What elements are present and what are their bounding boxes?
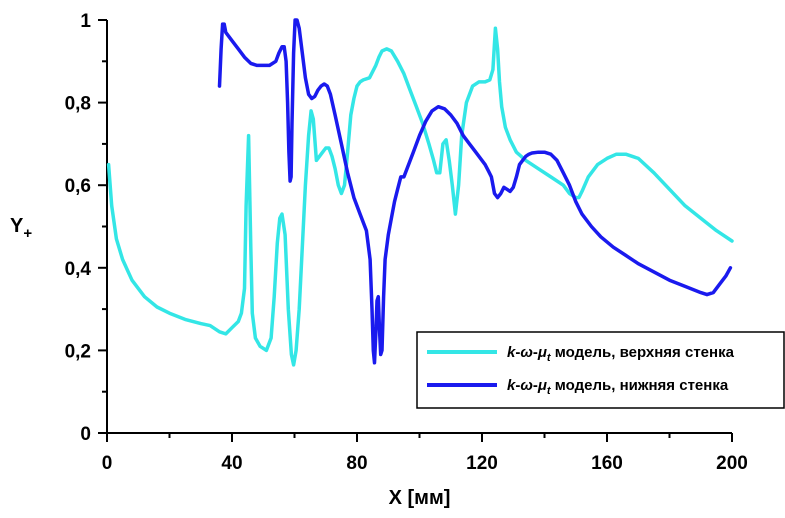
y-tick-label: 0 [80,424,91,445]
legend-dash: - [533,344,538,361]
legend-suffix: модель, верхняя стенка [551,344,735,361]
x-tick-label: 40 [221,453,242,474]
x-axis-title: X [мм] [389,487,451,509]
x-tick-label: 200 [716,453,748,474]
legend-dash: - [533,377,538,394]
x-tick-label: 120 [466,453,498,474]
legend-omega: ω [520,377,533,394]
y-axis-title: Y+ [10,215,32,242]
y-tick-label: 0,4 [65,259,92,280]
y-tick-label: 1 [80,11,91,32]
y-tick-label: 0,8 [65,94,91,115]
legend-label-1: k-ω-μt модель, верхняя стенка [507,344,735,364]
legend-box [416,331,785,409]
legend-t: t [547,385,552,397]
x-tick-label: 80 [346,453,367,474]
x-tick-label: 160 [591,453,623,474]
legend-k: k [507,344,516,361]
legend-dash: - [515,344,520,361]
y-axis-title-subscript: + [23,225,32,242]
legend-dash: - [515,377,520,394]
legend-t: t [547,352,552,364]
series-line-2 [217,18,733,365]
y-tick-label: 0,6 [65,176,91,197]
legend-suffix: модель, нижняя стенка [551,377,729,394]
legend-mu: μ [537,344,547,361]
legend-omega: ω [520,344,533,361]
series-line-1 [106,26,734,367]
y-tick-label: 0,2 [65,341,91,362]
legend-label-2: k-ω-μt модель, нижняя стенка [507,377,729,397]
ticks-layer: 0 40 80 120 160 200 0 0,2 0,4 0,6 0,8 1 [65,11,748,474]
x-tick-label: 0 [102,453,113,474]
series-layer [106,18,734,367]
y-axis-title-main: Y [10,215,24,237]
legend-mu: μ [537,377,547,394]
legend-k: k [507,377,516,394]
